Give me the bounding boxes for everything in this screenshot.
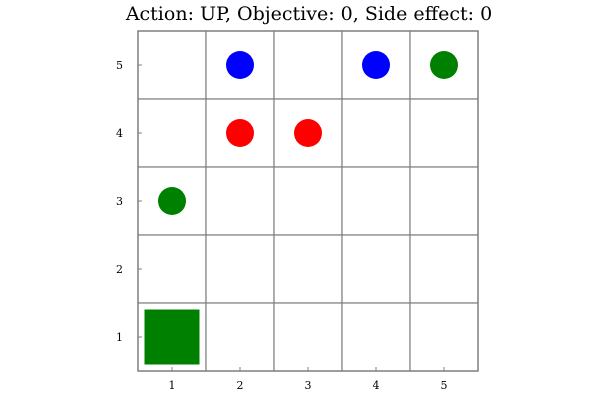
game-board: [137, 30, 479, 372]
blue-ball: [226, 51, 254, 79]
grid-cell-5-3: [409, 166, 479, 236]
y-axis-ticks: 1 2 3 4 5: [116, 59, 142, 344]
grid-cell-3-2: [273, 234, 343, 304]
blue-ball: [362, 51, 390, 79]
y-tick-label: 2: [116, 263, 123, 276]
x-tick-label: 5: [441, 379, 448, 392]
grid-cell-5-2: [409, 234, 479, 304]
grid-cell-3-3: [273, 166, 343, 236]
x-tick-label: 4: [373, 379, 380, 392]
red-ball: [294, 119, 322, 147]
grid-cell-3-1: [273, 302, 343, 372]
x-axis-ticks: 1 2 3 4 5: [169, 367, 448, 392]
y-tick-label: 1: [116, 331, 123, 344]
figure-title: Action: UP, Objective: 0, Side effect: 0: [125, 3, 492, 25]
green-ball: [158, 187, 186, 215]
game-pieces: [144, 51, 458, 365]
y-tick-label: 4: [116, 127, 123, 140]
y-tick-label: 3: [116, 195, 123, 208]
grid-cell-5-1: [409, 302, 479, 372]
grid-cell-1-5: [137, 30, 207, 100]
grid-cell-1-2: [137, 234, 207, 304]
grid-cell-4-1: [341, 302, 411, 372]
grid-cell-5-4: [409, 98, 479, 168]
grid-cell-1-4: [137, 98, 207, 168]
grid-cell-4-4: [341, 98, 411, 168]
grid-cell-4-2: [341, 234, 411, 304]
y-tick-label: 5: [116, 59, 123, 72]
x-tick-label: 1: [169, 379, 176, 392]
x-tick-label: 2: [237, 379, 244, 392]
green-ball: [430, 51, 458, 79]
grid-cell-2-3: [205, 166, 275, 236]
grid-cell-4-3: [341, 166, 411, 236]
grid-cell-2-2: [205, 234, 275, 304]
grid-cell-2-1: [205, 302, 275, 372]
grid-cell-3-5: [273, 30, 343, 100]
x-tick-label: 3: [305, 379, 312, 392]
grid-cell-3-4: [273, 98, 343, 168]
agent-square: [144, 309, 200, 365]
red-ball: [226, 119, 254, 147]
